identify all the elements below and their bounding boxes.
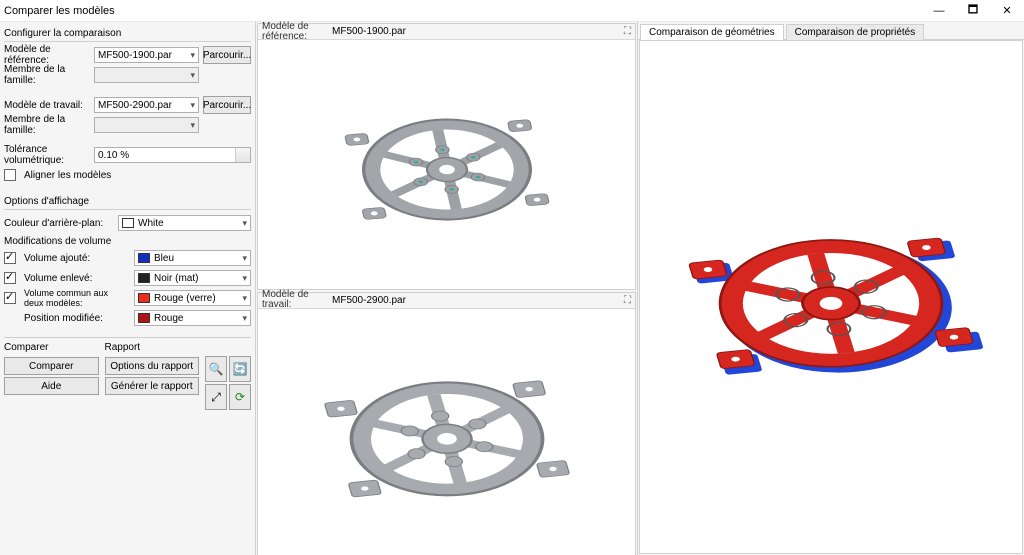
row-bgcolor: Couleur d'arrière-plan: White xyxy=(4,214,251,232)
group-configure-label: Configurer la comparaison xyxy=(4,28,251,39)
tab-properties[interactable]: Comparaison de propriétés xyxy=(786,24,925,40)
chk-vol-removed[interactable] xyxy=(4,272,16,284)
maximize-button[interactable]: 🗖 xyxy=(956,0,990,22)
viewport-work-body[interactable] xyxy=(258,309,635,555)
label-model-work: Modèle de travail: xyxy=(4,100,90,111)
part-ref-svg xyxy=(322,64,572,264)
row-vol-removed: Volume enlevé: Noir (mat) xyxy=(4,269,251,287)
window-title: Comparer les modèles xyxy=(4,5,115,17)
input-model-ref[interactable]: MF500-1900.par xyxy=(94,47,199,63)
label-bgcolor: Couleur d'arrière-plan: xyxy=(4,218,114,229)
chk-align[interactable] xyxy=(4,169,16,181)
minimize-button[interactable]: — xyxy=(922,0,956,22)
viewport-compare[interactable] xyxy=(639,40,1023,554)
label-pos-modified: Position modifiée: xyxy=(24,313,130,324)
part-compare-svg xyxy=(666,157,996,437)
row-pos-modified: Position modifiée: Rouge xyxy=(4,309,251,327)
chk-align-label: Aligner les modèles xyxy=(24,170,111,181)
chk-vol-common[interactable] xyxy=(4,292,16,304)
maximize-work-icon[interactable]: ⛶ xyxy=(624,295,631,306)
label-vol-common: Volume commun aux deux modèles: xyxy=(24,288,130,308)
row-model-work: Modèle de travail: MF500-2900.par Parcou… xyxy=(4,96,251,114)
zoom-icon[interactable]: 🔍 xyxy=(205,356,227,382)
browse-work-button[interactable]: Parcourir... xyxy=(203,96,251,114)
swatch-vol-common xyxy=(138,293,150,303)
viewport-work[interactable]: Modèle de travail: MF500-2900.par ⛶ xyxy=(257,292,636,555)
viewport-ref-label: Modèle de référence: xyxy=(262,22,326,42)
swatch-bgcolor xyxy=(122,218,134,228)
viewport-compare-body[interactable] xyxy=(640,41,1022,553)
select-vol-added[interactable]: Bleu xyxy=(134,250,251,266)
row-vol-added: Volume ajouté: Bleu xyxy=(4,249,251,267)
label-tolerance: Tolérance volumétrique: xyxy=(4,144,90,166)
report-options-button[interactable]: Options du rapport xyxy=(105,357,200,375)
input-family2[interactable] xyxy=(94,117,199,133)
input-tolerance[interactable]: 0.10 % xyxy=(94,147,251,163)
viewport-ref-value: MF500-1900.par xyxy=(332,26,406,37)
label-vol-removed: Volume enlevé: xyxy=(24,273,130,284)
viewport-work-label: Modèle de travail: xyxy=(262,290,326,310)
viewport-work-value: MF500-2900.par xyxy=(332,295,406,306)
viewport-ref-body[interactable] xyxy=(258,40,635,289)
group-display-label: Options d'affichage xyxy=(4,196,251,207)
close-button[interactable]: ✕ xyxy=(990,0,1024,22)
hd-report: Rapport xyxy=(105,342,200,353)
label-vol-added: Volume ajouté: xyxy=(24,253,130,264)
select-vol-removed[interactable]: Noir (mat) xyxy=(134,270,251,286)
mid-column: Modèle de référence: MF500-1900.par ⛶ xyxy=(256,22,638,555)
hd-compare: Comparer xyxy=(4,342,99,353)
row-align[interactable]: Aligner les modèles xyxy=(4,166,251,184)
swatch-pos-modified xyxy=(138,313,150,323)
viewport-work-header: Modèle de travail: MF500-2900.par ⛶ xyxy=(258,293,635,309)
input-family1[interactable] xyxy=(94,67,199,83)
select-bgcolor[interactable]: White xyxy=(118,215,251,231)
viewports: Modèle de référence: MF500-1900.par ⛶ xyxy=(256,22,1024,555)
label-family1: Membre de la famille: xyxy=(4,64,90,86)
comparison-tabs: Comparaison de géométries Comparaison de… xyxy=(638,22,1024,40)
row-family1: Membre de la famille: xyxy=(4,66,251,84)
select-vol-common[interactable]: Rouge (verre) xyxy=(134,290,251,306)
title-bar: Comparer les modèles — 🗖 ✕ xyxy=(0,0,1024,22)
label-mods: Modifications de volume xyxy=(4,236,251,247)
part-work-svg xyxy=(317,328,577,538)
input-model-work[interactable]: MF500-2900.par xyxy=(94,97,199,113)
tab-geometry[interactable]: Comparaison de géométries xyxy=(640,24,784,40)
row-tolerance: Tolérance volumétrique: 0.10 % xyxy=(4,146,251,164)
right-column: Comparaison de géométries Comparaison de… xyxy=(638,22,1024,555)
label-model-ref: Modèle de référence: xyxy=(4,44,90,66)
row-model-ref: Modèle de référence: MF500-1900.par Parc… xyxy=(4,46,251,64)
views-icon[interactable]: 🔄 xyxy=(229,356,251,382)
viewport-ref-header: Modèle de référence: MF500-1900.par ⛶ xyxy=(258,24,635,40)
maximize-ref-icon[interactable]: ⛶ xyxy=(624,26,631,37)
action-buttons: Comparer Comparer Aide Rapport Options d… xyxy=(4,342,251,410)
help-button[interactable]: Aide xyxy=(4,377,99,395)
chk-vol-added[interactable] xyxy=(4,252,16,264)
select-pos-modified[interactable]: Rouge xyxy=(134,310,251,326)
swatch-vol-added xyxy=(138,253,150,263)
browse-ref-button[interactable]: Parcourir... xyxy=(203,46,251,64)
fit-icon[interactable]: ⤢ xyxy=(205,384,227,410)
viewport-reference[interactable]: Modèle de référence: MF500-1900.par ⛶ xyxy=(257,23,636,290)
compare-button[interactable]: Comparer xyxy=(4,357,99,375)
sidebar: Configurer la comparaison Modèle de réfé… xyxy=(0,22,256,555)
window-controls: — 🗖 ✕ xyxy=(922,0,1024,22)
swatch-vol-removed xyxy=(138,273,150,283)
refresh-icon[interactable]: ⟳ xyxy=(229,384,251,410)
report-generate-button[interactable]: Générer le rapport xyxy=(105,377,200,395)
row-family2: Membre de la famille: xyxy=(4,116,251,134)
row-vol-common: Volume commun aux deux modèles: Rouge (v… xyxy=(4,289,251,307)
main-layout: Configurer la comparaison Modèle de réfé… xyxy=(0,22,1024,555)
label-family2: Membre de la famille: xyxy=(4,114,90,136)
